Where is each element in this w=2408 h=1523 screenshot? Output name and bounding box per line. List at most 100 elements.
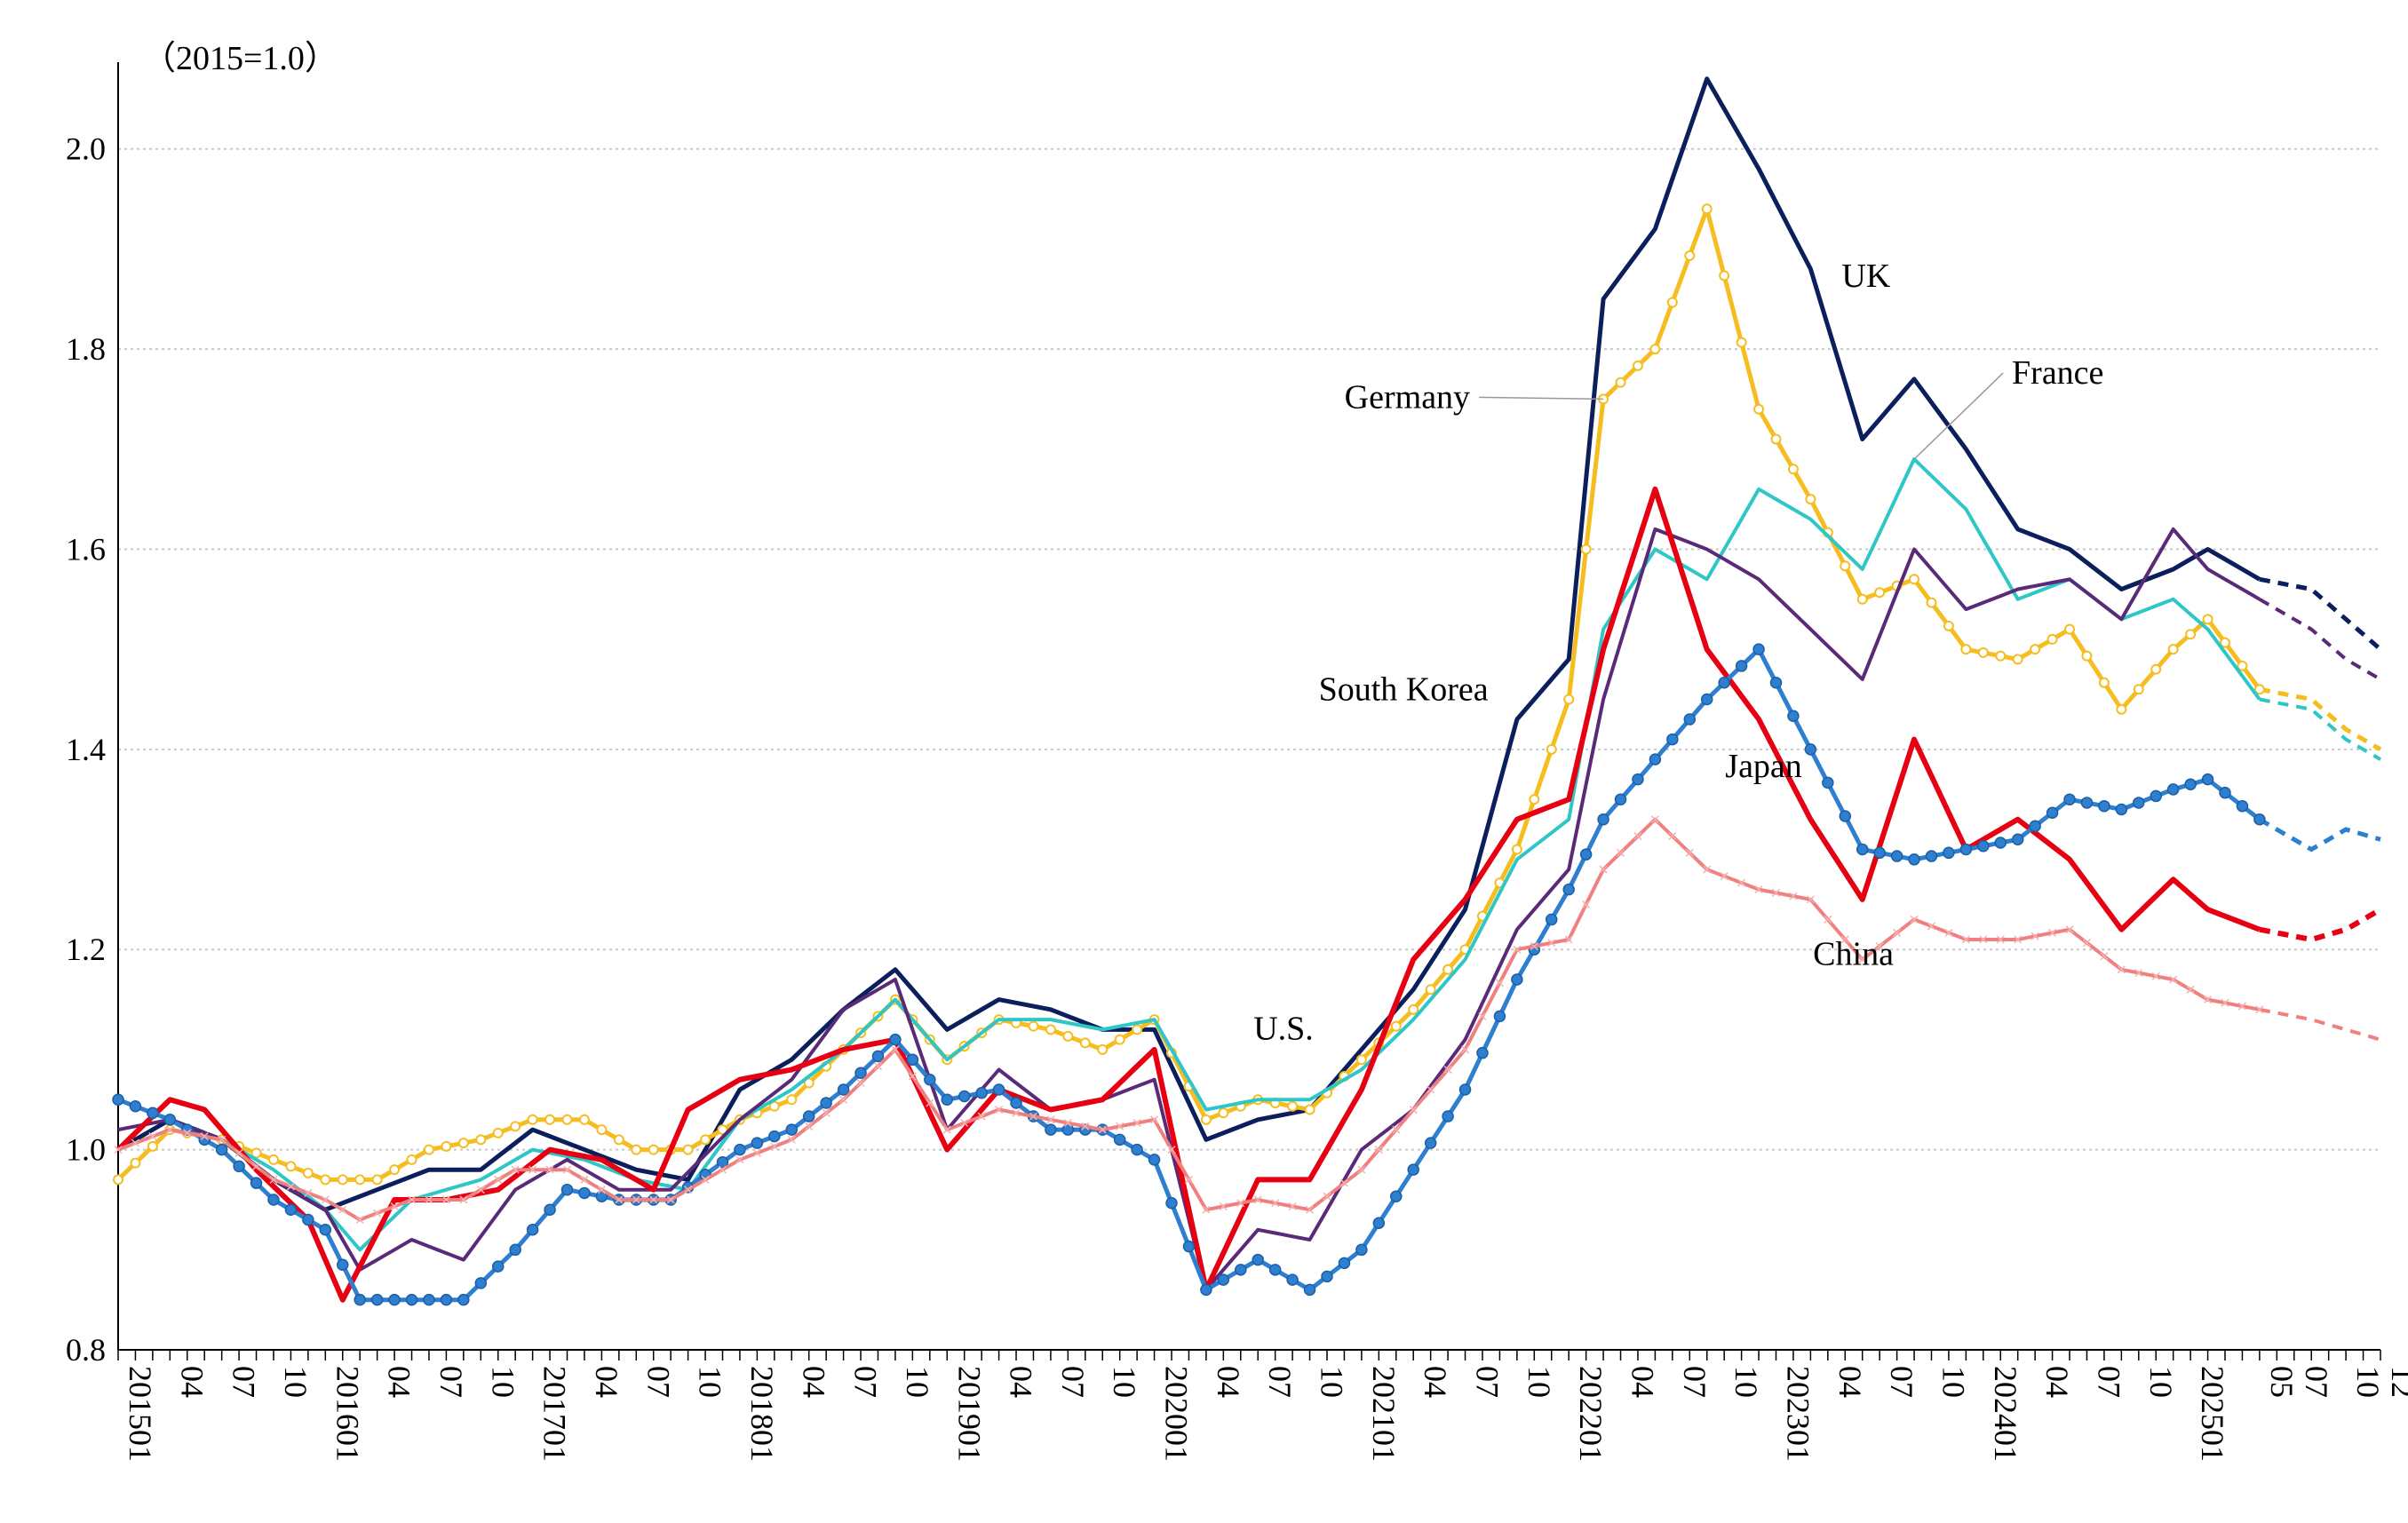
series-line-uk — [116, 76, 2261, 1212]
data-point — [544, 1203, 556, 1216]
data-point — [113, 1174, 123, 1186]
data-point — [1960, 644, 1972, 655]
data-point — [2184, 778, 2197, 791]
data-point — [2236, 799, 2249, 813]
data-point — [1530, 941, 1538, 951]
data-point — [425, 1195, 433, 1204]
annotation-label: UK — [1841, 258, 1890, 295]
x-tick-label: 10 — [1729, 1366, 1764, 1398]
data-point — [1045, 1024, 1056, 1035]
data-point — [405, 1293, 418, 1306]
x-tick-label: 07 — [1262, 1366, 1298, 1398]
data-point — [2081, 650, 2093, 662]
annotation-label: Germany — [1345, 378, 1470, 416]
data-point — [768, 1130, 781, 1143]
x-tick-label: 12 — [2385, 1366, 2408, 1398]
data-point — [354, 1174, 366, 1186]
data-point — [1632, 773, 1644, 786]
x-tick-label: 10 — [2350, 1366, 2386, 1398]
y-tick-label: 1.4 — [66, 732, 106, 767]
data-point — [1372, 1217, 1386, 1230]
data-point — [1476, 1046, 1489, 1059]
data-point — [2204, 996, 2213, 1004]
x-tick-label: 201701 — [537, 1366, 573, 1462]
unit-note: （2015=1.0） — [142, 40, 338, 77]
data-point — [1219, 1202, 1228, 1211]
data-point — [2014, 935, 2023, 944]
data-point — [597, 1186, 606, 1194]
series-japan — [112, 643, 2381, 1306]
data-point — [355, 1215, 364, 1225]
data-point — [578, 1186, 591, 1200]
data-point — [371, 1174, 383, 1186]
data-point — [1910, 915, 1919, 924]
data-point — [1943, 620, 1954, 631]
data-point — [820, 1097, 832, 1109]
data-point — [1478, 1011, 1487, 1020]
data-point — [1753, 403, 1765, 415]
data-point — [735, 1155, 744, 1164]
data-point — [1286, 1273, 1299, 1286]
x-tick-label: 10 — [1107, 1366, 1142, 1398]
data-point — [2012, 654, 2023, 665]
x-tick-label: 10 — [278, 1366, 314, 1398]
y-tick-label: 1.6 — [66, 531, 106, 567]
data-point — [148, 1132, 157, 1141]
data-point — [1148, 1154, 1161, 1166]
data-point — [1735, 660, 1748, 672]
y-tick-label: 1.2 — [66, 932, 106, 967]
data-point — [423, 1144, 434, 1155]
data-point — [1357, 1165, 1366, 1174]
data-point — [147, 1140, 158, 1152]
x-tick-label: 10 — [2143, 1366, 2179, 1398]
x-tick-label: 201801 — [744, 1366, 780, 1462]
data-point — [1703, 865, 1712, 874]
data-point — [1666, 733, 1679, 746]
x-tick-label: 04 — [1004, 1366, 1039, 1398]
data-point — [1769, 676, 1783, 689]
annotation-label: Japan — [1725, 748, 1802, 785]
data-point — [889, 1033, 902, 1046]
series-forecast-line-france — [2259, 697, 2382, 761]
data-point — [1649, 344, 1661, 355]
data-point — [2253, 813, 2266, 826]
data-point — [631, 1144, 642, 1155]
data-point — [1959, 843, 1973, 856]
data-point — [129, 1100, 142, 1113]
data-point — [302, 1167, 314, 1178]
x-tick-label: 202401 — [1988, 1366, 2023, 1462]
annotation-label: France — [2012, 354, 2103, 392]
data-point — [1804, 743, 1817, 756]
data-point — [1045, 1123, 1057, 1136]
x-tick-label: 07 — [640, 1366, 676, 1398]
series-line-germany — [116, 206, 2261, 1182]
data-point — [975, 1087, 988, 1099]
data-point — [2167, 644, 2179, 655]
data-point — [1718, 676, 1730, 689]
data-point — [1184, 1175, 1193, 1184]
data-point — [906, 1053, 919, 1066]
data-point — [768, 1100, 780, 1112]
data-point — [320, 1174, 331, 1186]
data-point — [373, 1209, 382, 1218]
data-point — [1202, 1205, 1211, 1214]
data-point — [1787, 710, 1800, 723]
data-point — [338, 1205, 347, 1214]
data-point — [457, 1293, 470, 1306]
data-point — [822, 1108, 830, 1117]
data-point — [2151, 972, 2160, 980]
data-point — [2065, 925, 2074, 934]
data-point — [2080, 797, 2094, 809]
series-line-china — [117, 817, 2261, 1222]
data-point — [856, 1078, 865, 1088]
data-point — [1701, 203, 1713, 215]
data-point — [2063, 793, 2076, 805]
y-tick-label: 1.8 — [66, 331, 106, 367]
data-point — [751, 1137, 764, 1149]
data-point — [1547, 939, 1556, 948]
data-point — [1303, 1283, 1316, 1297]
data-point — [475, 1134, 487, 1146]
data-point — [1028, 1020, 1039, 1032]
data-point — [474, 1277, 488, 1289]
